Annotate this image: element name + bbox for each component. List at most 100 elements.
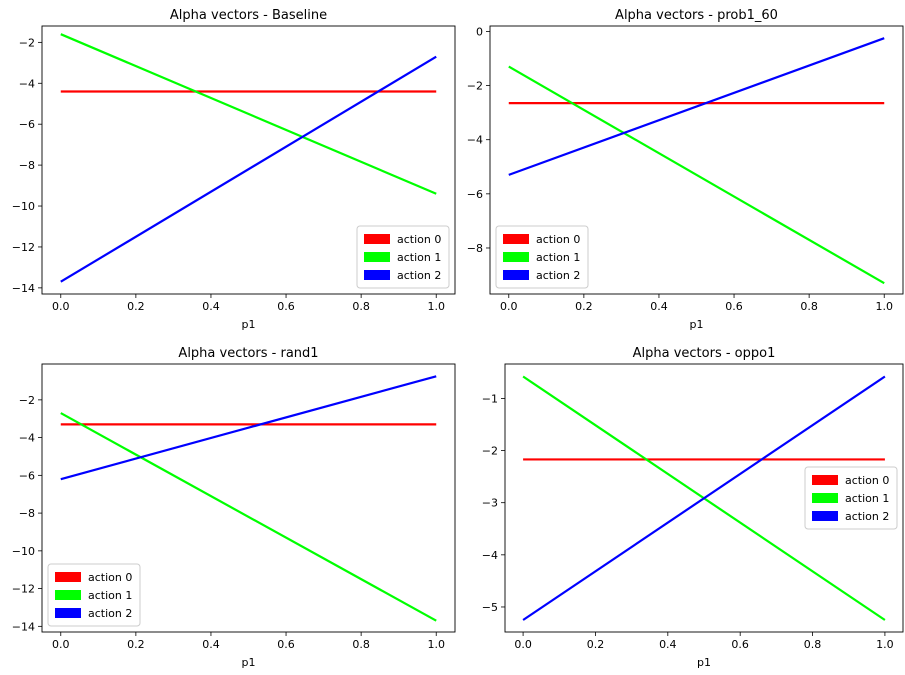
x-tick-label: 0.0 — [52, 300, 70, 313]
series-line-action-1 — [60, 412, 437, 622]
axes-frame — [504, 363, 904, 633]
y-tick-label: 0 — [476, 25, 483, 38]
chart-title: Alpha vectors - Baseline — [170, 8, 327, 23]
x-axis-label: p1 — [690, 318, 704, 331]
y-tick-label: −12 — [12, 583, 35, 596]
chart-title: Alpha vectors - oppo1 — [633, 346, 776, 361]
series-line-action-1 — [508, 65, 885, 285]
y-tick-label: −6 — [19, 469, 35, 482]
x-tick-label: 0.0 — [500, 300, 518, 313]
x-tick-label: 0.8 — [352, 638, 370, 651]
y-tick-label: −4 — [19, 432, 35, 445]
legend-label: action 1 — [88, 589, 132, 602]
subplot-1: Alpha vectors - Baseline 0.0 0.2 0.4 0.6 0.8 1… — [12, 8, 456, 331]
series-line-action-2 — [60, 375, 437, 481]
y-tick-label: −8 — [467, 242, 483, 255]
x-tick-label: 1.0 — [875, 300, 893, 313]
legend-swatch — [503, 270, 529, 280]
y-tick-label: −12 — [12, 241, 35, 254]
legend-label: action 1 — [397, 251, 441, 264]
legend: action 0 action 1 action 2 — [495, 225, 589, 289]
y-tick-label: −3 — [482, 497, 498, 510]
legend-label: action 0 — [397, 233, 441, 246]
x-tick-label: 0.6 — [725, 300, 743, 313]
legend-swatch — [55, 590, 81, 600]
legend-swatch — [812, 511, 838, 521]
subplot-3: Alpha vectors - rand1 0.0 0.2 0.4 0.6 0.8 1.0 −… — [12, 346, 456, 669]
y-tick-label: −8 — [19, 507, 35, 520]
subplot-2: Alpha vectors - prob1_60 0.0 0.2 0.4 0.6 0.8 1… — [467, 8, 904, 331]
legend: action 0 action 1 action 2 — [804, 466, 898, 530]
x-tick-label: 0.6 — [277, 300, 295, 313]
x-axis-label: p1 — [242, 318, 256, 331]
legend-label: action 2 — [536, 269, 580, 282]
y-tick-label: −4 — [19, 77, 35, 90]
x-tick-label: 0.2 — [575, 300, 593, 313]
series-line-action-2 — [60, 55, 437, 283]
x-tick-label: 1.0 — [427, 638, 445, 651]
y-tick-label: −4 — [482, 549, 498, 562]
x-tick-label: 1.0 — [876, 638, 894, 651]
y-tick-label: −4 — [467, 134, 483, 147]
axes-frame — [41, 25, 456, 295]
legend-label: action 2 — [845, 510, 889, 523]
x-tick-label: 0.6 — [277, 638, 295, 651]
x-tick-label: 0.8 — [352, 300, 370, 313]
x-tick-label: 0.2 — [127, 638, 145, 651]
y-tick-label: −14 — [12, 282, 35, 295]
series-line-action-1 — [60, 33, 437, 195]
x-tick-label: 0.4 — [650, 300, 668, 313]
legend-label: action 1 — [845, 492, 889, 505]
axes-frame — [41, 363, 456, 633]
legend-label: action 2 — [397, 269, 441, 282]
x-axis-label: p1 — [242, 656, 256, 669]
legend-swatch — [55, 572, 81, 582]
legend: action 0 action 1 action 2 — [356, 225, 450, 289]
legend-swatch — [55, 608, 81, 618]
y-tick-label: −10 — [12, 200, 35, 213]
x-tick-label: 1.0 — [427, 300, 445, 313]
y-tick-label: −6 — [467, 188, 483, 201]
series-line-action-2 — [508, 37, 885, 176]
legend-swatch — [364, 234, 390, 244]
legend-label: action 2 — [88, 607, 132, 620]
x-tick-label: 0.2 — [127, 300, 145, 313]
y-tick-label: −2 — [467, 80, 483, 93]
legend-swatch — [364, 252, 390, 262]
y-tick-label: −5 — [482, 601, 498, 614]
x-tick-label: 0.8 — [800, 300, 818, 313]
legend-swatch — [812, 493, 838, 503]
legend-swatch — [812, 475, 838, 485]
legend-swatch — [364, 270, 390, 280]
series-line-action-2 — [522, 375, 886, 621]
x-tick-label: 0.4 — [659, 638, 677, 651]
y-tick-label: −2 — [482, 445, 498, 458]
x-tick-label: 0.4 — [202, 638, 220, 651]
legend-label: action 0 — [88, 571, 132, 584]
y-tick-label: −2 — [19, 394, 35, 407]
legend: action 0 action 1 action 2 — [47, 563, 141, 627]
legend-label: action 0 — [536, 233, 580, 246]
x-tick-label: 0.2 — [587, 638, 605, 651]
subplot-4: Alpha vectors - oppo1 0.0 0.2 0.4 0.6 0.8 1.0 −… — [482, 346, 904, 669]
legend-swatch — [503, 252, 529, 262]
x-tick-label: 0.4 — [202, 300, 220, 313]
y-tick-label: −6 — [19, 118, 35, 131]
y-tick-label: −10 — [12, 545, 35, 558]
x-tick-label: 0.0 — [514, 638, 532, 651]
y-tick-label: −8 — [19, 159, 35, 172]
x-axis-label: p1 — [697, 656, 711, 669]
x-tick-label: 0.0 — [52, 638, 70, 651]
x-tick-label: 0.8 — [804, 638, 822, 651]
axes-frame — [489, 25, 904, 295]
y-tick-label: −14 — [12, 620, 35, 633]
legend-swatch — [503, 234, 529, 244]
x-tick-label: 0.6 — [731, 638, 749, 651]
y-tick-label: −2 — [19, 36, 35, 49]
legend-label: action 1 — [536, 251, 580, 264]
chart-title: Alpha vectors - prob1_60 — [615, 8, 778, 23]
chart-title: Alpha vectors - rand1 — [178, 346, 318, 361]
legend-label: action 0 — [845, 474, 889, 487]
y-tick-label: −1 — [482, 392, 498, 405]
